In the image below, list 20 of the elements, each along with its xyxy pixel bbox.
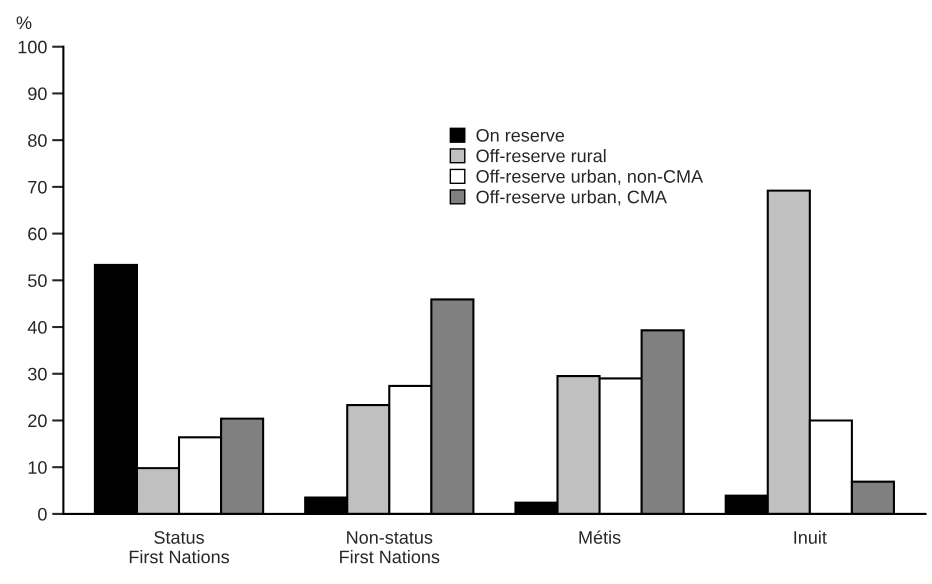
y-tick-label: 100 <box>18 40 47 54</box>
y-tick-label: 40 <box>28 320 47 334</box>
y-tick-label: 20 <box>28 414 47 428</box>
x-tick-label: Non-status First Nations <box>340 531 440 564</box>
x-tick-label: Inuit <box>794 530 827 544</box>
y-tick-label: 50 <box>28 274 47 288</box>
y-tick-label: 60 <box>28 228 47 240</box>
y-tick-label: 90 <box>28 87 47 100</box>
y-axis-title: % <box>16 16 32 30</box>
legend-label: Off-reserve rural <box>476 149 606 162</box>
y-tick-label: 70 <box>28 180 47 194</box>
y-tick-label: 30 <box>28 368 47 380</box>
x-tick-label: Métis <box>579 530 620 544</box>
legend-label: Off-reserve urban, non-CMA <box>476 170 704 185</box>
y-tick-label: 80 <box>28 134 47 147</box>
x-tick-label: Status First Nations <box>130 531 230 564</box>
legend-label: Off-reserve urban, CMA <box>476 190 667 206</box>
legend-label: On reserve <box>476 128 564 142</box>
y-tick-label: 10 <box>28 461 47 474</box>
y-tick-label: 0 <box>38 508 47 521</box>
